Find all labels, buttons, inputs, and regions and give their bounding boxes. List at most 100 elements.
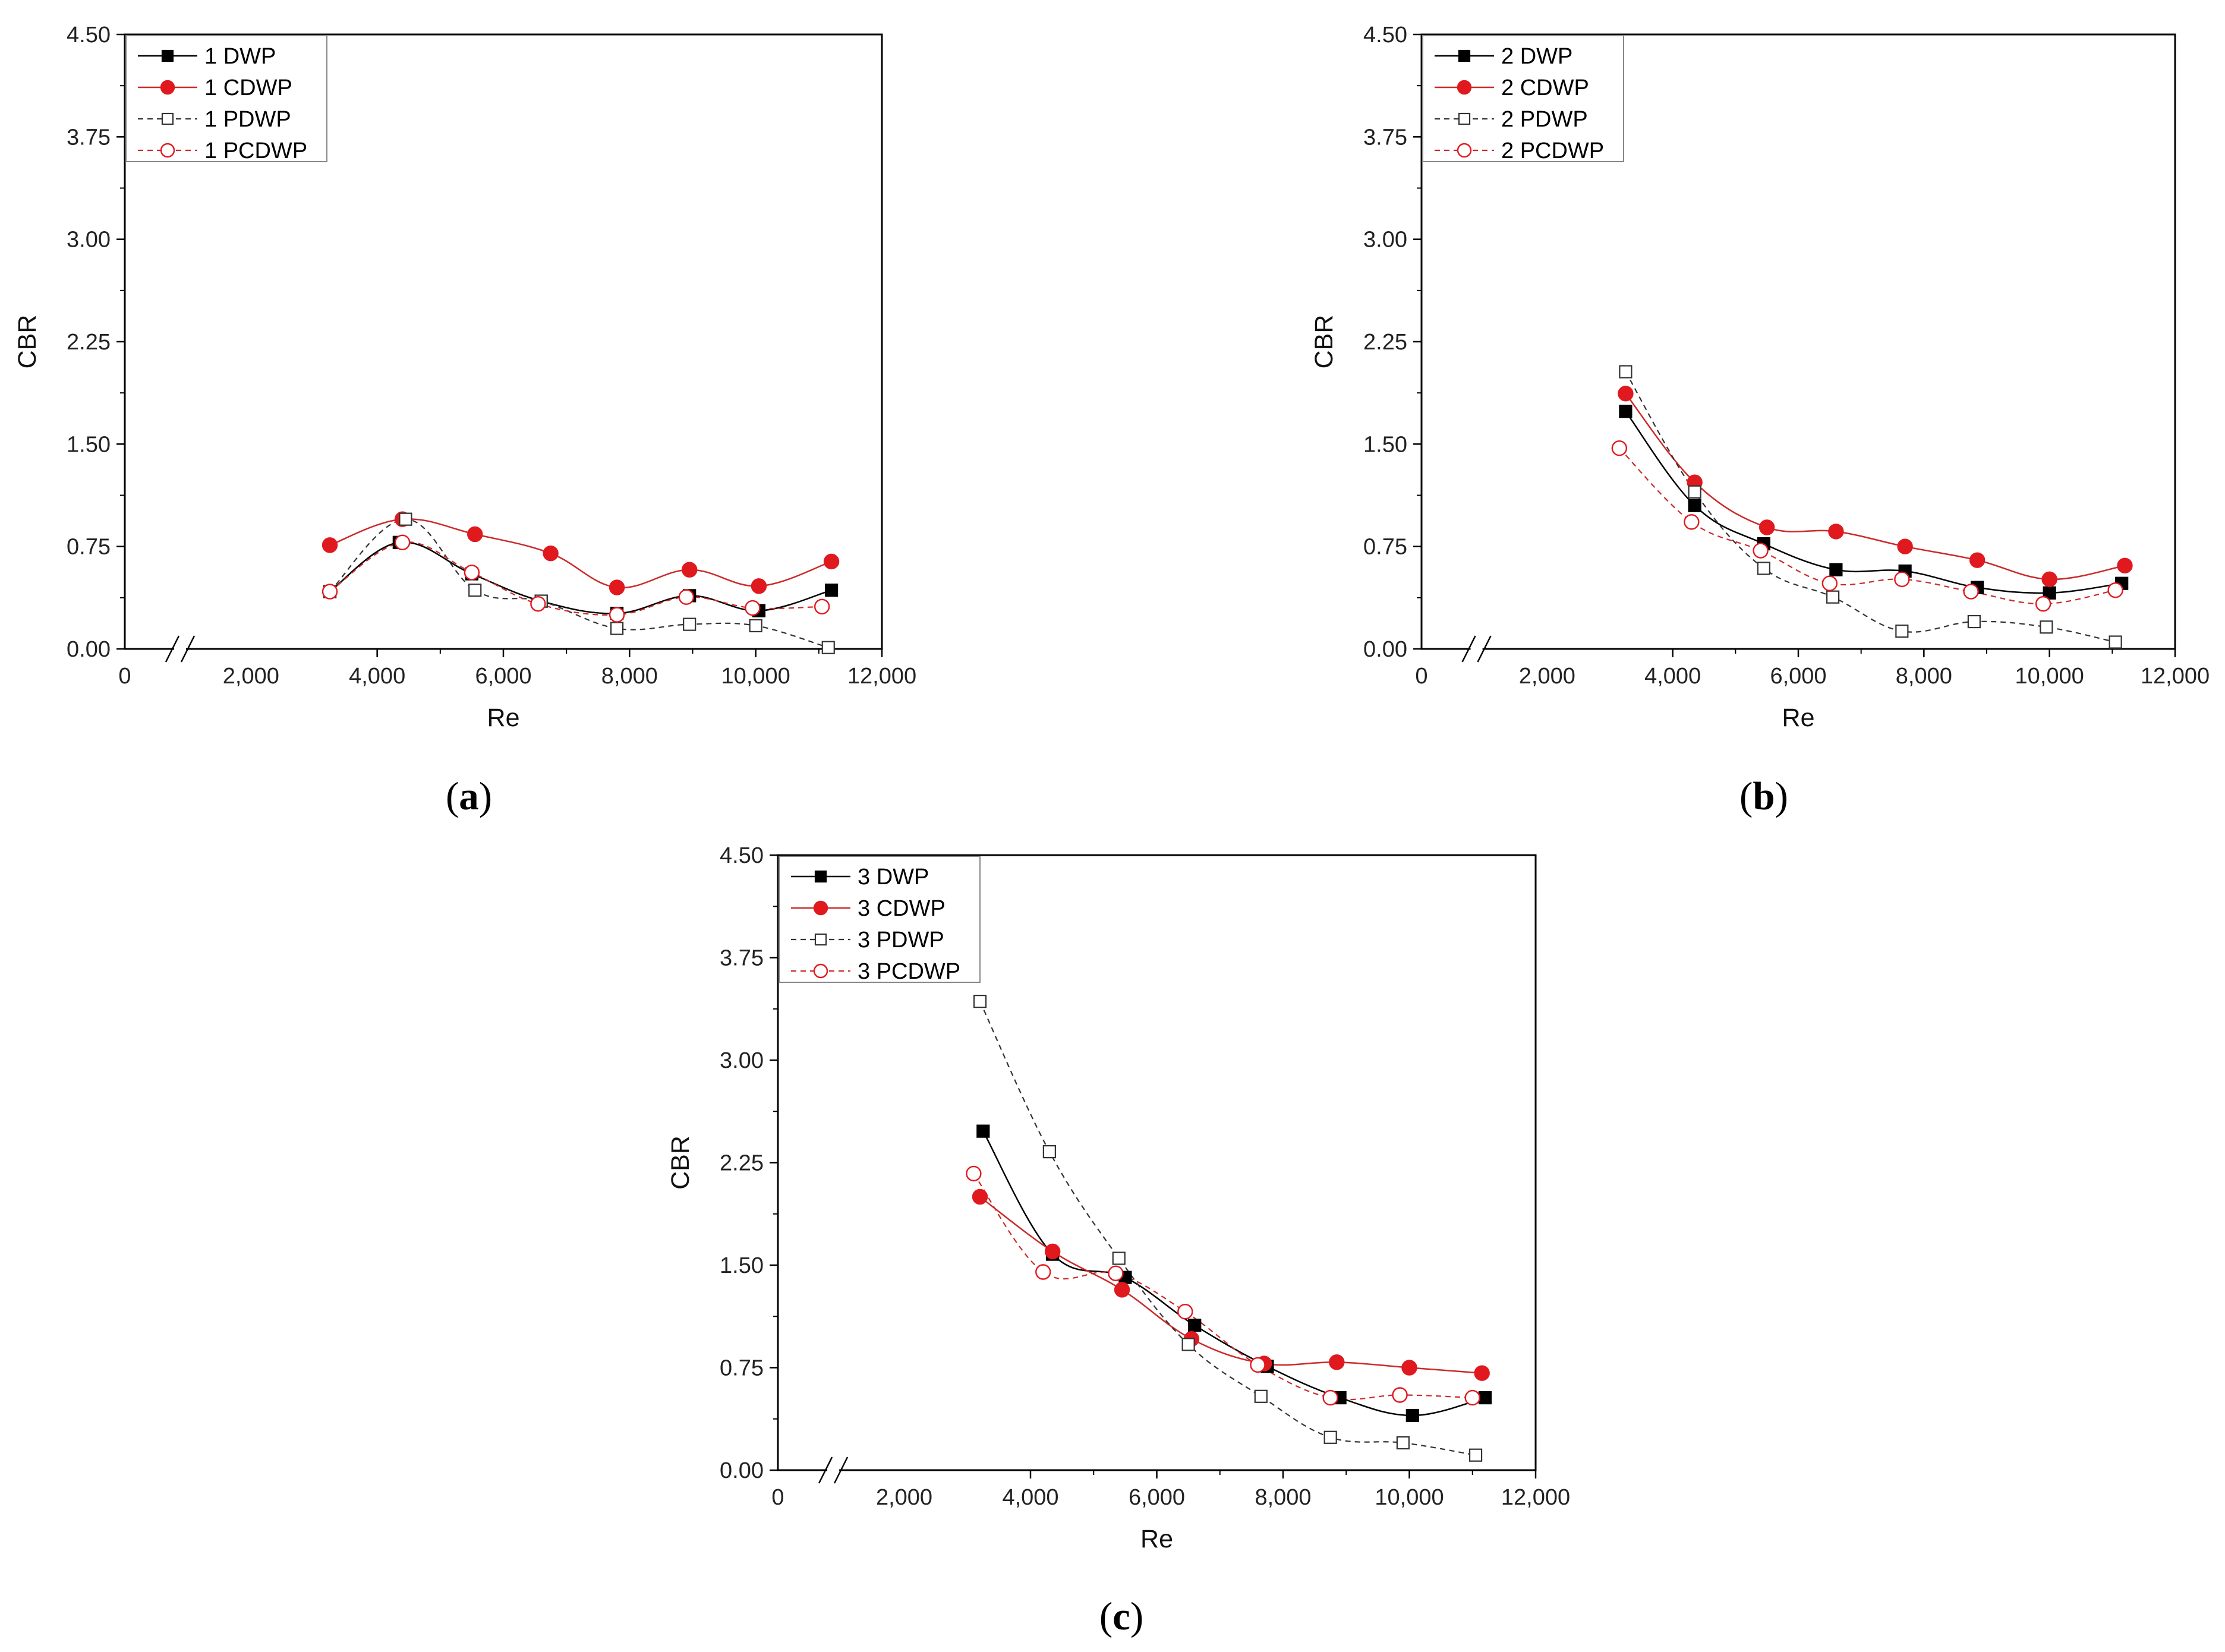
x-tick-label: 10,000 bbox=[721, 664, 790, 689]
data-point bbox=[468, 584, 482, 597]
caption-c: (c) bbox=[1099, 1594, 1143, 1638]
legend-box bbox=[1422, 35, 1624, 162]
data-point bbox=[824, 584, 839, 597]
data-point bbox=[1250, 1357, 1266, 1373]
data-point bbox=[2040, 620, 2053, 634]
x-axis-title: Re bbox=[487, 704, 520, 732]
series-line-2-pdwp bbox=[1625, 371, 2116, 643]
y-tick-label: 0.00 bbox=[1363, 637, 1407, 662]
axis-break-gap bbox=[827, 1468, 840, 1473]
y-tick-label: 1.50 bbox=[720, 1253, 764, 1278]
data-point bbox=[1619, 405, 1632, 418]
data-point bbox=[1758, 519, 1775, 535]
axis-break-mark bbox=[1477, 635, 1492, 663]
data-point bbox=[1688, 499, 1701, 512]
legend-marker bbox=[161, 112, 174, 125]
data-point bbox=[1401, 1360, 1417, 1376]
y-tick-label: 0.00 bbox=[67, 637, 111, 662]
data-point bbox=[1969, 552, 1986, 568]
axis-break-mark bbox=[833, 1456, 849, 1484]
data-point bbox=[1619, 365, 1632, 379]
legend-label: 2 PDWP bbox=[1501, 107, 1588, 132]
data-point bbox=[2107, 582, 2123, 598]
data-point bbox=[609, 579, 625, 595]
axis-break-mark bbox=[818, 1456, 833, 1484]
data-point bbox=[814, 598, 830, 614]
data-point bbox=[1323, 1430, 1337, 1444]
data-point bbox=[1322, 1389, 1338, 1406]
data-point bbox=[2117, 557, 2133, 574]
data-point bbox=[467, 526, 483, 543]
data-point bbox=[1464, 1389, 1480, 1406]
x-axis-title: Re bbox=[1782, 704, 1815, 732]
y-tick-label: 3.75 bbox=[67, 125, 111, 150]
y-tick-label: 0.75 bbox=[1363, 535, 1407, 560]
data-point bbox=[1108, 1265, 1124, 1282]
x-tick-label: 6,000 bbox=[1770, 664, 1826, 689]
data-point bbox=[745, 600, 761, 616]
data-point bbox=[1392, 1387, 1408, 1403]
legend-marker bbox=[1457, 80, 1472, 95]
y-tick-label: 0.75 bbox=[67, 535, 111, 560]
data-point bbox=[1114, 1282, 1130, 1298]
data-point bbox=[1044, 1243, 1061, 1260]
legend-marker bbox=[814, 870, 827, 883]
x-tick-label: 2,000 bbox=[876, 1485, 932, 1510]
legend-marker bbox=[813, 900, 828, 916]
data-point bbox=[394, 534, 411, 550]
x-tick-label: 4,000 bbox=[349, 664, 405, 689]
y-tick-label: 2.25 bbox=[720, 1151, 764, 1176]
legend-label: 2 PCDWP bbox=[1501, 138, 1604, 163]
y-tick-label: 1.50 bbox=[1363, 432, 1407, 457]
data-point bbox=[2035, 595, 2051, 612]
data-point bbox=[464, 565, 480, 581]
x-tick-label: 12,000 bbox=[1501, 1485, 1570, 1510]
data-point bbox=[1112, 1251, 1126, 1265]
y-tick-label: 0.00 bbox=[720, 1458, 764, 1483]
y-axis-title: CBR bbox=[1310, 315, 1338, 369]
series-line-3-pcdwp bbox=[973, 1173, 1473, 1401]
data-point bbox=[1042, 1145, 1056, 1159]
data-point bbox=[966, 1165, 982, 1182]
legend-label: 2 CDWP bbox=[1501, 75, 1589, 100]
data-point bbox=[1897, 538, 1913, 554]
data-point bbox=[1757, 562, 1770, 575]
data-point bbox=[823, 553, 840, 570]
data-point bbox=[972, 1188, 988, 1205]
x-tick-label: 8,000 bbox=[1255, 1485, 1311, 1510]
data-point bbox=[1688, 485, 1701, 499]
legend-label: 3 CDWP bbox=[858, 896, 946, 921]
y-tick-label: 2.25 bbox=[67, 330, 111, 355]
data-point bbox=[1618, 386, 1634, 402]
data-point bbox=[322, 584, 338, 600]
data-point bbox=[1474, 1365, 1490, 1381]
data-point bbox=[530, 595, 546, 612]
data-point bbox=[1894, 571, 1910, 588]
data-point bbox=[1177, 1303, 1193, 1320]
data-point bbox=[1829, 563, 1843, 576]
x-tick-label: 2,000 bbox=[1519, 664, 1575, 689]
series-line-3-pdwp bbox=[979, 1001, 1476, 1456]
legend-box bbox=[125, 35, 327, 162]
axis-break-gap bbox=[174, 647, 187, 651]
data-point bbox=[610, 622, 624, 635]
data-point bbox=[749, 619, 762, 633]
x-tick-label: 6,000 bbox=[1129, 1485, 1185, 1510]
data-point bbox=[1684, 514, 1700, 530]
axis-break-mark bbox=[180, 635, 196, 663]
panel-a-chart: 0.00 0.75 1.50 2.25 3.00 3.75 4.50 0 2,000 4,000 6… bbox=[13, 23, 916, 732]
series-line-1-cdwp bbox=[329, 518, 832, 589]
legend-label: 1 PCDWP bbox=[204, 138, 307, 163]
data-point bbox=[973, 994, 987, 1008]
y-tick-label: 4.50 bbox=[1363, 23, 1407, 48]
axis-break-gap bbox=[1470, 647, 1483, 651]
axis-break-mark bbox=[165, 635, 180, 663]
legend-label: 1 DWP bbox=[204, 44, 276, 69]
data-point bbox=[2109, 635, 2122, 649]
data-point bbox=[683, 617, 697, 631]
data-point bbox=[681, 562, 698, 578]
legend-box bbox=[779, 856, 981, 983]
x-tick-label: 0 bbox=[118, 664, 131, 689]
x-tick-label: 2,000 bbox=[223, 664, 279, 689]
